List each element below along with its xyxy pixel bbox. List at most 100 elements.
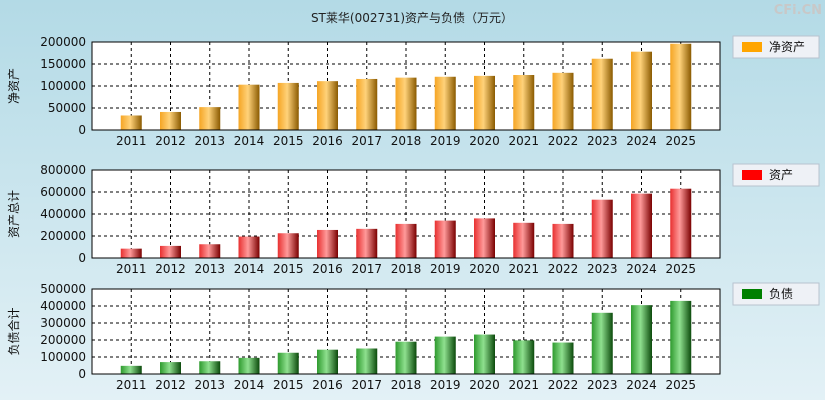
- y-tick-label: 200000: [40, 333, 86, 347]
- x-tick-label: 2020: [469, 134, 500, 148]
- y-tick-label: 0: [78, 123, 86, 137]
- bar-负债-2013: [199, 361, 221, 374]
- x-tick-label: 2016: [312, 378, 343, 392]
- panel-1: 0 50000 100000 150000 200000 2011 2012 2013 2014…: [7, 35, 721, 148]
- bar-负债-2024: [631, 305, 652, 374]
- x-tick-label: 2015: [273, 134, 304, 148]
- bar-资产-2021: [513, 222, 535, 258]
- x-tick-label: 2015: [273, 262, 304, 276]
- x-tick-label: 2022: [548, 378, 579, 392]
- bar-资产-2024: [631, 193, 652, 258]
- y-axis-label: 负债合计: [6, 307, 21, 355]
- x-tick-label: 2018: [391, 378, 422, 392]
- x-tick-label: 2023: [587, 262, 618, 276]
- bar-资产-2018: [395, 223, 417, 258]
- y-tick-label: 600000: [40, 185, 86, 199]
- x-tick-label: 2023: [587, 378, 618, 392]
- x-tick-label: 2014: [234, 134, 265, 148]
- bar-净资产-2015: [277, 82, 299, 130]
- bar-资产-2017: [356, 228, 378, 258]
- legend-swatch: [742, 289, 762, 299]
- bar-负债-2022: [552, 342, 574, 374]
- panel-2: 0 200000 400000 600000 800000 2011 2012 2013 201…: [7, 163, 721, 276]
- bar-净资产-2013: [199, 107, 221, 130]
- x-tick-label: 2017: [351, 378, 382, 392]
- bar-净资产-2022: [552, 72, 574, 130]
- bar-净资产-2018: [395, 77, 417, 130]
- x-tick-label: 2013: [194, 378, 225, 392]
- x-tick-label: 2015: [273, 378, 304, 392]
- bar-净资产-2021: [513, 75, 535, 130]
- y-tick-label: 200000: [40, 229, 86, 243]
- bar-净资产-2019: [434, 76, 456, 130]
- x-tick-label: 2016: [312, 134, 343, 148]
- legend-swatch: [742, 42, 762, 52]
- y-tick-label: 100000: [40, 79, 86, 93]
- x-tick-label: 2017: [351, 134, 382, 148]
- bar-资产-2020: [474, 218, 495, 258]
- y-tick-label: 150000: [40, 57, 86, 71]
- y-axis-label: 净资产: [7, 68, 21, 104]
- bar-负债-2016: [317, 349, 338, 374]
- x-tick-label: 2020: [469, 262, 500, 276]
- y-tick-label: 800000: [40, 163, 86, 177]
- chart-title: ST莱华(002731)资产与负债（万元）: [311, 11, 513, 25]
- y-axis-label: 资产总计: [7, 190, 21, 238]
- x-tick-label: 2012: [155, 378, 186, 392]
- bar-资产-2019: [434, 220, 456, 258]
- bar-净资产-2024: [631, 51, 652, 130]
- bar-资产-2014: [238, 236, 260, 258]
- bar-负债-2012: [160, 362, 181, 374]
- x-tick-label: 2024: [626, 378, 657, 392]
- x-tick-label: 2021: [508, 134, 539, 148]
- x-tick-label: 2021: [508, 262, 539, 276]
- y-tick-label: 500000: [40, 282, 86, 296]
- bar-净资产-2014: [238, 84, 260, 130]
- x-tick-label: 2011: [116, 378, 147, 392]
- bar-负债-2023: [591, 312, 613, 374]
- y-tick-label: 400000: [40, 299, 86, 313]
- bar-负债-2014: [238, 357, 260, 374]
- bar-负债-2015: [277, 352, 299, 374]
- x-tick-label: 2020: [469, 378, 500, 392]
- x-tick-label: 2021: [508, 378, 539, 392]
- x-tick-label: 2013: [194, 262, 225, 276]
- y-tick-label: 200000: [40, 35, 86, 49]
- bar-资产-2012: [160, 245, 181, 258]
- x-tick-label: 2012: [155, 262, 186, 276]
- x-tick-label: 2025: [665, 262, 696, 276]
- x-tick-label: 2017: [351, 262, 382, 276]
- x-tick-label: 2022: [548, 262, 579, 276]
- y-tick-label: 50000: [48, 101, 86, 115]
- x-tick-label: 2018: [391, 262, 422, 276]
- x-tick-label: 2013: [194, 134, 225, 148]
- bar-资产-2011: [120, 248, 142, 258]
- bar-资产-2013: [199, 244, 221, 258]
- legend-净资产: 净资产: [732, 35, 820, 59]
- bar-净资产-2016: [317, 81, 338, 130]
- x-tick-label: 2019: [430, 134, 461, 148]
- x-tick-label: 2016: [312, 262, 343, 276]
- legend-box: [732, 282, 820, 306]
- legend-box: [732, 35, 820, 59]
- x-tick-label: 2025: [665, 378, 696, 392]
- legend-box: [732, 163, 820, 187]
- legend-label: 资产: [769, 168, 793, 182]
- bar-资产-2022: [552, 223, 574, 258]
- bar-负债-2020: [474, 334, 495, 374]
- x-tick-label: 2022: [548, 134, 579, 148]
- legend-label: 负债: [769, 287, 793, 301]
- x-tick-label: 2023: [587, 134, 618, 148]
- legend-swatch: [742, 170, 762, 180]
- x-tick-label: 2011: [116, 134, 147, 148]
- x-tick-label: 2024: [626, 262, 657, 276]
- plot-border: [91, 41, 721, 131]
- plot-border: [91, 169, 721, 259]
- bar-净资产-2020: [474, 75, 495, 130]
- bar-负债-2017: [356, 348, 378, 374]
- bar-资产-2025: [670, 188, 692, 258]
- x-tick-label: 2012: [155, 134, 186, 148]
- bar-净资产-2023: [591, 58, 613, 130]
